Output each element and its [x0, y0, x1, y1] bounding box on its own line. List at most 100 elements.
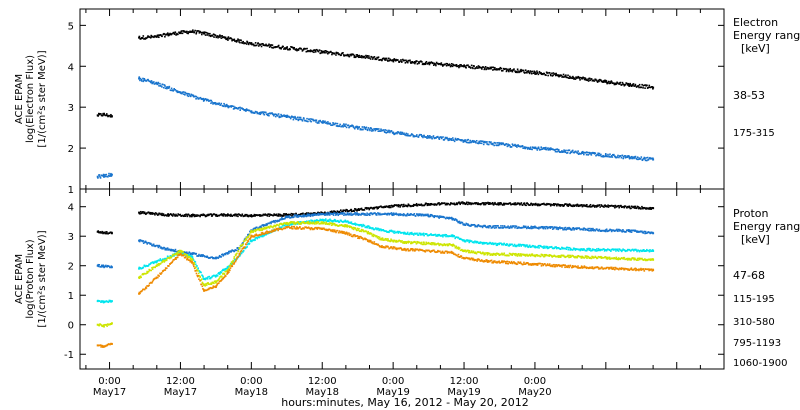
electron-point	[145, 37, 148, 40]
electron-point	[174, 88, 177, 91]
electron-point	[259, 113, 262, 116]
electron-point	[348, 126, 351, 128]
proton-point	[528, 227, 530, 229]
proton-point	[246, 243, 249, 246]
proton-point	[394, 213, 397, 216]
proton-point	[637, 206, 640, 208]
proton-point	[428, 215, 431, 218]
proton-point	[385, 230, 388, 232]
electron-point	[604, 153, 607, 155]
proton-point	[603, 206, 605, 208]
electron-point	[327, 121, 329, 123]
proton-point	[524, 204, 527, 206]
electron-point	[232, 105, 235, 108]
proton-point	[531, 253, 534, 255]
proton-point	[567, 246, 570, 249]
proton-point	[574, 204, 576, 207]
proton-point	[447, 217, 450, 220]
proton-point	[402, 242, 404, 244]
proton-point	[245, 239, 247, 241]
electron-point	[282, 115, 284, 117]
proton-point	[641, 230, 643, 233]
proton-point	[518, 202, 521, 205]
electron-point	[648, 84, 651, 87]
proton-point	[404, 241, 407, 243]
proton-point	[616, 249, 619, 252]
electron-point	[290, 45, 292, 48]
electron-point	[174, 31, 177, 33]
proton-point	[376, 206, 379, 209]
electron-point	[509, 70, 512, 72]
electron-point	[331, 53, 333, 56]
proton-point	[204, 283, 207, 285]
proton-point	[467, 201, 470, 204]
proton-point	[344, 219, 347, 222]
electron-point	[538, 147, 540, 150]
proton-point	[645, 208, 647, 210]
electron-point	[274, 113, 277, 116]
proton-point	[538, 254, 540, 257]
proton-point	[500, 253, 502, 256]
electron-point	[434, 63, 437, 65]
proton-point	[372, 227, 374, 230]
proton-point	[302, 222, 305, 224]
electron-point	[475, 141, 477, 144]
proton-point	[406, 205, 409, 207]
proton-point	[435, 234, 438, 237]
proton-point	[456, 247, 458, 250]
proton-point	[459, 222, 462, 225]
proton-point	[416, 232, 418, 235]
proton-point	[230, 214, 232, 217]
electron-point	[565, 149, 567, 152]
proton-point	[292, 221, 294, 223]
electron-point	[579, 153, 582, 155]
electron-point	[440, 136, 442, 138]
proton-point	[433, 242, 436, 244]
electron-point	[234, 40, 236, 43]
proton-point	[236, 213, 239, 216]
proton-point	[162, 247, 164, 250]
proton-point	[423, 234, 425, 237]
electron-point	[237, 39, 240, 41]
proton-point	[101, 230, 103, 233]
proton-point	[347, 222, 350, 224]
electron-point	[152, 82, 154, 84]
electron-point	[183, 30, 186, 33]
proton-point	[564, 226, 567, 229]
electron-point	[468, 141, 471, 144]
electron-point	[169, 32, 171, 35]
electron-point	[593, 152, 596, 154]
proton-point	[566, 255, 569, 258]
proton-point	[229, 263, 232, 266]
electron-point	[580, 151, 583, 154]
proton-point	[477, 251, 480, 254]
proton-point	[376, 237, 379, 239]
proton-point	[278, 224, 280, 227]
proton-point	[362, 223, 364, 226]
electron-point	[342, 52, 344, 54]
electron-point	[255, 111, 257, 113]
electron-point	[652, 88, 654, 90]
electron-point	[139, 79, 141, 82]
proton-point	[106, 325, 108, 327]
proton-point	[276, 224, 279, 226]
proton-point	[483, 224, 485, 227]
proton-point	[209, 213, 212, 215]
proton-point	[566, 228, 568, 230]
proton-point	[615, 206, 618, 208]
proton-point	[397, 240, 399, 243]
proton-point	[184, 253, 186, 255]
proton-point	[140, 212, 142, 215]
proton-point	[526, 202, 529, 204]
electron-point	[493, 141, 496, 144]
proton-point	[552, 203, 555, 205]
proton-point	[339, 224, 342, 227]
electron-point	[281, 115, 283, 118]
proton-point	[459, 237, 462, 240]
electron-point	[550, 147, 552, 149]
proton-point	[613, 205, 615, 208]
electron-point	[295, 48, 298, 50]
electron-point	[490, 141, 492, 143]
proton-point	[325, 222, 328, 225]
electron-point	[626, 82, 628, 85]
